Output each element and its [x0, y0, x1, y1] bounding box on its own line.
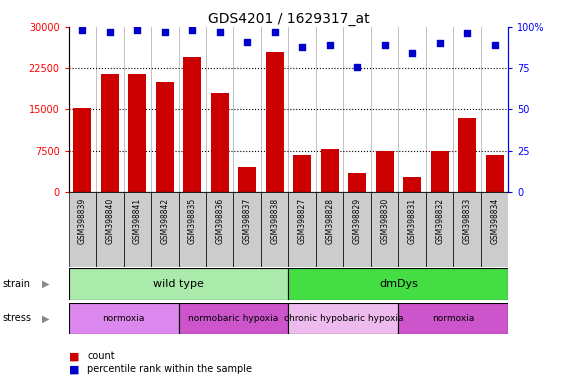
- Bar: [403, 177, 421, 192]
- Bar: [151, 192, 178, 267]
- Text: GSM398828: GSM398828: [325, 198, 334, 244]
- Bar: [211, 93, 229, 192]
- Bar: [371, 192, 399, 267]
- Text: count: count: [87, 351, 115, 361]
- Bar: [453, 192, 481, 267]
- Text: ■: ■: [69, 351, 79, 361]
- Text: chronic hypobaric hypoxia: chronic hypobaric hypoxia: [284, 314, 403, 323]
- Bar: [206, 192, 234, 267]
- Text: GSM398834: GSM398834: [490, 198, 499, 244]
- Text: stress: stress: [3, 313, 32, 323]
- Point: [270, 29, 279, 35]
- Bar: [458, 118, 476, 192]
- Text: GSM398839: GSM398839: [78, 198, 87, 244]
- Bar: [261, 192, 288, 267]
- Text: GSM398837: GSM398837: [243, 198, 252, 244]
- Text: GSM398831: GSM398831: [408, 198, 417, 244]
- Bar: [343, 192, 371, 267]
- Bar: [266, 52, 284, 192]
- Point: [490, 42, 499, 48]
- Text: GSM398838: GSM398838: [270, 198, 279, 244]
- Bar: [128, 74, 146, 192]
- Text: ▶: ▶: [42, 279, 49, 289]
- Bar: [178, 303, 288, 334]
- Text: GSM398827: GSM398827: [297, 198, 307, 244]
- Bar: [156, 82, 174, 192]
- Point: [407, 50, 417, 56]
- Text: normoxia: normoxia: [432, 314, 475, 323]
- Bar: [69, 303, 178, 334]
- Bar: [124, 192, 151, 267]
- Point: [380, 42, 389, 48]
- Text: ■: ■: [69, 364, 79, 374]
- Text: normobaric hypoxia: normobaric hypoxia: [188, 314, 279, 323]
- Text: GSM398836: GSM398836: [215, 198, 224, 244]
- Text: wild type: wild type: [153, 279, 204, 289]
- Bar: [399, 192, 426, 267]
- Text: GSM398841: GSM398841: [133, 198, 142, 244]
- Point: [160, 29, 170, 35]
- Text: percentile rank within the sample: percentile rank within the sample: [87, 364, 252, 374]
- Bar: [293, 155, 311, 192]
- Point: [435, 40, 444, 46]
- Bar: [316, 192, 343, 267]
- Text: GSM398842: GSM398842: [160, 198, 169, 244]
- Bar: [69, 268, 288, 300]
- Point: [462, 30, 472, 36]
- Bar: [234, 192, 261, 267]
- Bar: [431, 151, 449, 192]
- Text: dmDys: dmDys: [379, 279, 418, 289]
- Point: [105, 29, 114, 35]
- Point: [243, 39, 252, 45]
- Text: ▶: ▶: [42, 313, 49, 323]
- Bar: [101, 74, 119, 192]
- Text: GSM398830: GSM398830: [380, 198, 389, 244]
- Text: GSM398840: GSM398840: [105, 198, 114, 244]
- Bar: [178, 192, 206, 267]
- Point: [188, 27, 197, 33]
- Bar: [426, 192, 453, 267]
- Bar: [376, 151, 393, 192]
- Bar: [486, 155, 504, 192]
- Bar: [321, 149, 339, 192]
- Bar: [96, 192, 124, 267]
- Point: [78, 27, 87, 33]
- Bar: [238, 167, 256, 192]
- Text: strain: strain: [3, 279, 31, 289]
- Point: [353, 63, 362, 70]
- Bar: [399, 303, 508, 334]
- Bar: [348, 173, 366, 192]
- Text: GSM398833: GSM398833: [462, 198, 472, 244]
- Text: GSM398832: GSM398832: [435, 198, 444, 244]
- Bar: [481, 192, 508, 267]
- Bar: [288, 192, 316, 267]
- Bar: [288, 303, 399, 334]
- Bar: [288, 268, 508, 300]
- Text: GSM398835: GSM398835: [188, 198, 197, 244]
- Point: [297, 44, 307, 50]
- Point: [325, 42, 334, 48]
- Bar: [73, 108, 91, 192]
- Text: normoxia: normoxia: [102, 314, 145, 323]
- Point: [132, 27, 142, 33]
- Point: [215, 29, 224, 35]
- Bar: [184, 57, 201, 192]
- Title: GDS4201 / 1629317_at: GDS4201 / 1629317_at: [207, 12, 370, 26]
- Text: GSM398829: GSM398829: [353, 198, 362, 244]
- Bar: [69, 192, 96, 267]
